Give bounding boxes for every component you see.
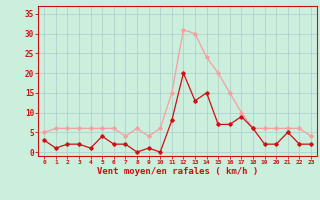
X-axis label: Vent moyen/en rafales ( km/h ): Vent moyen/en rafales ( km/h ) xyxy=(97,167,258,176)
